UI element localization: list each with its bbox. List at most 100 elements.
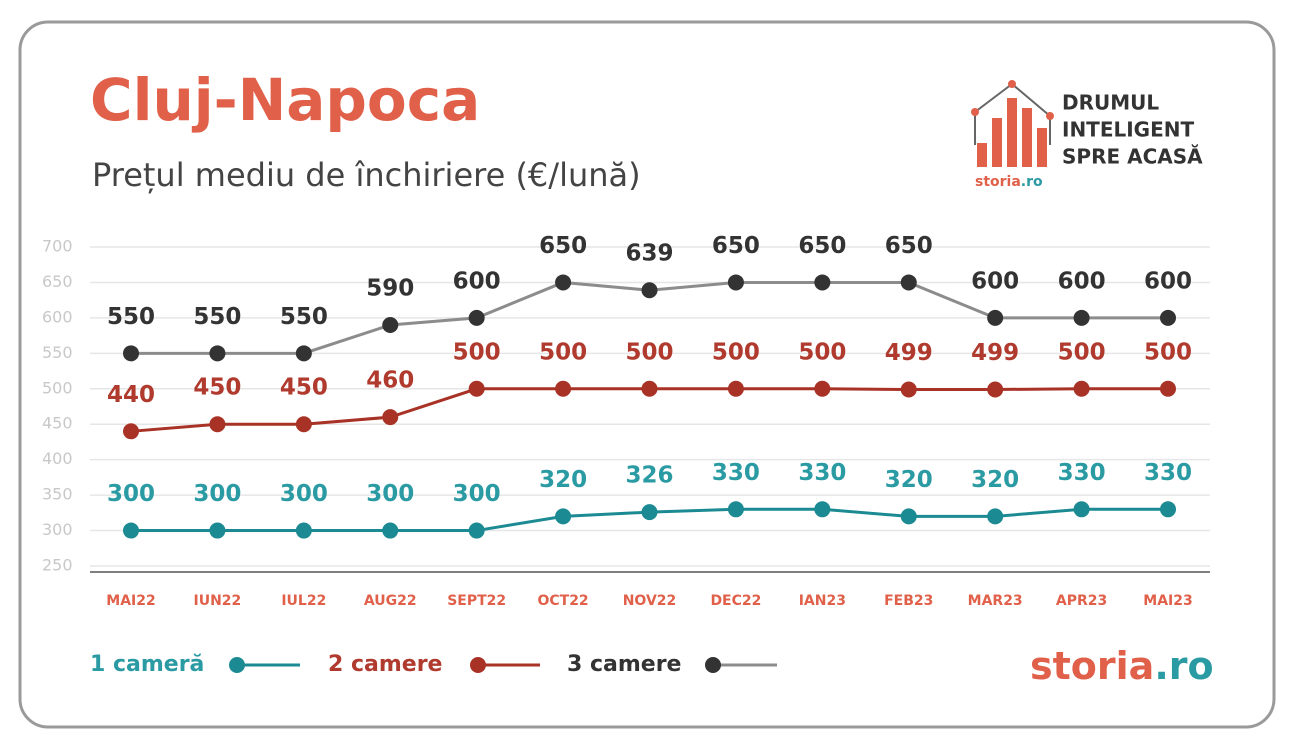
x-tick-label: IAN23 [799,593,846,609]
x-tick-label: MAI22 [106,593,155,609]
data-point [295,522,312,539]
y-tick-label: 450 [42,414,73,433]
data-point [1073,309,1090,326]
data-label: 650 [712,233,760,259]
legend-label: 1 cameră [90,652,204,677]
data-label: 550 [107,304,155,330]
data-point [1073,501,1090,518]
data-label: 550 [193,304,241,330]
data-point [814,380,831,397]
data-point [382,522,399,539]
legend-label: 2 camere [328,652,442,677]
data-point [123,522,139,539]
x-tick-label: NOV22 [623,593,677,609]
data-point [727,274,744,291]
y-tick-label: 500 [42,378,73,397]
y-tick-label: 700 [42,237,73,256]
x-tick-label: FEB23 [884,593,933,609]
y-tick-label: 550 [42,343,73,362]
data-point [1073,380,1090,397]
data-point [468,309,485,326]
data-label: 499 [971,340,1019,366]
data-point [987,309,1004,326]
data-label: 450 [193,375,241,401]
data-point [1160,309,1176,326]
data-label: 590 [366,275,414,301]
logo-brand: storia.ro [975,174,1043,190]
x-tick-label: MAR23 [968,593,1023,609]
x-tick-label: DEC22 [710,593,761,609]
data-label: 650 [798,233,846,259]
data-label: 639 [625,241,673,267]
x-tick-label: APR23 [1056,593,1107,609]
data-label: 330 [798,460,846,486]
data-point [468,380,485,397]
x-tick-label: IUL22 [281,593,326,609]
x-tick-label: MAI23 [1143,593,1192,609]
y-tick-label: 250 [42,556,73,575]
data-point [1160,380,1176,397]
data-label: 300 [280,481,328,507]
data-label: 440 [107,382,155,408]
data-label: 326 [625,463,673,489]
chart-title: Cluj-Napoca [90,66,480,134]
data-point [900,381,917,398]
data-point [641,504,658,521]
data-label: 320 [971,467,1019,493]
data-label: 500 [539,339,587,365]
data-point [814,501,831,518]
legend-dot [470,657,486,673]
y-tick-label: 650 [42,272,73,291]
logo-brand-name: storia [975,174,1021,190]
y-tick-label: 400 [42,449,73,468]
logo-icon [971,80,1054,167]
data-label: 650 [539,233,587,259]
data-point [382,316,399,333]
data-point [900,274,917,291]
logo-tagline: DRUMUL [1062,91,1159,115]
data-label: 460 [366,368,414,394]
data-label: 500 [1058,339,1106,365]
legend-dot [705,657,721,673]
data-label: 600 [1144,268,1192,294]
data-point [209,416,226,433]
card [18,20,1276,729]
data-label: 330 [1058,460,1106,486]
data-label: 500 [1144,339,1192,365]
data-label: 600 [971,268,1019,294]
data-point [209,345,226,362]
data-point [468,522,485,539]
data-label: 499 [885,340,933,366]
data-label: 300 [107,481,155,507]
data-point [295,416,312,433]
data-point [641,380,658,397]
data-label: 300 [453,481,501,507]
data-label: 600 [1058,268,1106,294]
data-point [555,380,572,397]
x-tick-label: IUN22 [194,593,242,609]
logo-tagline: SPRE ACASĂ [1062,145,1203,169]
footer-brand-domain: .ro [1154,644,1213,688]
data-label: 500 [798,339,846,365]
legend-dot [229,657,245,673]
logo-tagline: INTELIGENT [1062,118,1194,142]
legend-label: 3 camere [567,652,681,677]
x-tick-label: OCT22 [537,593,588,609]
y-tick-label: 300 [42,520,73,539]
y-tick-label: 350 [42,485,73,504]
chart-subtitle: Prețul mediu de închiriere (€/lună) [92,156,641,194]
logo-brand-domain: .ro [1021,174,1043,190]
data-point [987,508,1004,525]
data-point [641,282,658,299]
data-label: 330 [1144,460,1192,486]
data-point [727,380,744,397]
data-label: 300 [193,481,241,507]
data-point [814,274,831,291]
data-label: 300 [366,481,414,507]
x-tick-label: AUG22 [364,593,417,609]
data-point [555,274,572,291]
data-label: 330 [712,460,760,486]
data-label: 450 [280,375,328,401]
data-label: 500 [453,339,501,365]
